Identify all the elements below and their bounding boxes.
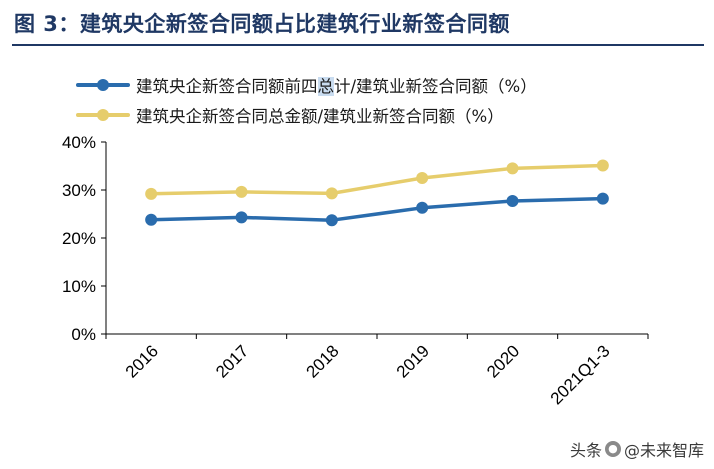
- legend-marker-series-1: [97, 79, 109, 91]
- watermark-prefix: 头条: [569, 441, 602, 460]
- data-point-series-1: [145, 213, 158, 226]
- y-tick-label: 0%: [71, 325, 96, 344]
- legend-marker-series-2: [97, 109, 109, 121]
- legend: 建筑央企新签合同额前四总计/建筑业新签合同额（%） 建筑央企新签合同总金额/建筑…: [76, 70, 537, 130]
- y-tick-label: 20%: [62, 229, 96, 248]
- data-point-series-1: [235, 211, 248, 224]
- series-line-2: [149, 163, 605, 196]
- x-tick-label: 2019: [393, 341, 433, 381]
- data-point-series-2: [325, 187, 338, 200]
- chart-title: 图 3：建筑央企新签合同额占比建筑行业新签合同额: [14, 12, 510, 36]
- x-tick-label: 2016: [122, 341, 162, 381]
- series-line-1: [149, 196, 605, 222]
- data-point-series-2: [596, 159, 609, 172]
- data-point-series-1: [506, 195, 519, 208]
- legend-swatch-series-1: [76, 75, 130, 95]
- x-tick-label: 2018: [302, 341, 342, 381]
- wechat-icon: ●: [604, 441, 621, 457]
- x-tick-label: 2021Q1-3: [547, 341, 614, 408]
- legend-label-1-highlight: 总: [317, 77, 334, 96]
- data-point-series-1: [596, 192, 609, 205]
- watermark-source: @未来智库: [623, 441, 704, 460]
- data-point-series-1: [325, 214, 338, 227]
- x-tick-label: 2017: [212, 341, 252, 381]
- legend-item-series-1: 建筑央企新签合同额前四总计/建筑业新签合同额（%）: [76, 70, 537, 100]
- data-point-series-2: [145, 187, 158, 200]
- y-tick-label: 40%: [62, 133, 96, 152]
- legend-item-series-2: 建筑央企新签合同总金额/建筑业新签合同额（%）: [76, 100, 537, 130]
- y-tick-label: 30%: [62, 181, 96, 200]
- legend-label-1-pre: 建筑央企新签合同额前四: [136, 77, 318, 96]
- legend-label-series-2: 建筑央企新签合同总金额/建筑业新签合同额（%）: [136, 103, 504, 127]
- data-point-series-2: [416, 172, 429, 184]
- legend-swatch-series-2: [76, 105, 130, 125]
- data-point-series-2: [235, 185, 248, 198]
- legend-label-1-post: 计/建筑业新签合同额（%）: [334, 77, 537, 96]
- data-point-series-2: [506, 162, 519, 175]
- legend-label-2-pre: 建筑央企新签合同总金额/建筑业新签合同额（%）: [136, 107, 504, 126]
- legend-label-series-1: 建筑央企新签合同额前四总计/建筑业新签合同额（%）: [136, 73, 537, 97]
- title-divider: [12, 44, 704, 46]
- y-tick-label: 10%: [62, 277, 96, 296]
- x-tick-label: 2020: [483, 341, 523, 381]
- data-point-series-1: [416, 201, 429, 214]
- watermark: 头条 ● @未来智库: [570, 437, 704, 461]
